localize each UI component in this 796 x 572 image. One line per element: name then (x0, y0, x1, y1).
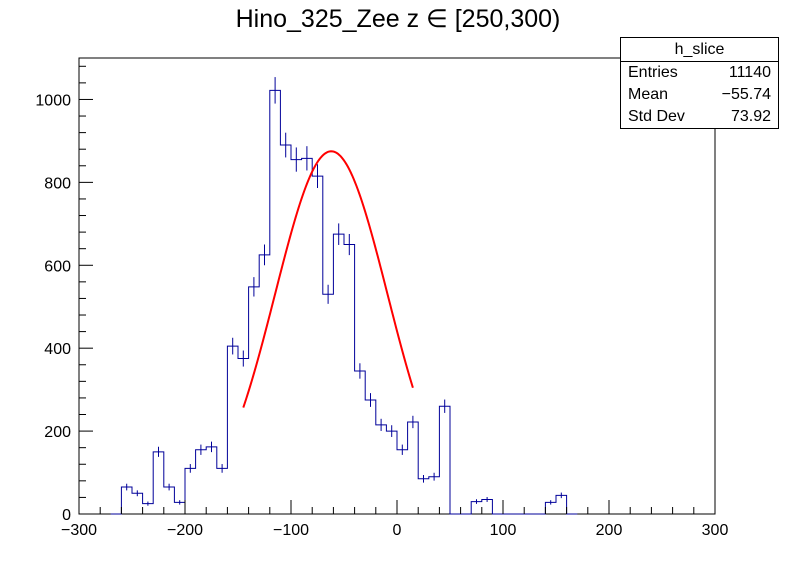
x-tick-label: −100 (273, 522, 309, 539)
y-tick-label: 200 (44, 424, 71, 441)
stats-row-stddev: Std Dev 73.92 (621, 106, 778, 128)
stats-value: 11140 (728, 64, 771, 81)
x-tick-label: 100 (490, 522, 517, 539)
y-tick-label: 800 (44, 175, 71, 192)
stats-row-mean: Mean −55.74 (621, 84, 778, 106)
y-tick-label: 400 (44, 341, 71, 358)
chart-title: Hino_325_Zee z ∈ [250,300) (235, 5, 561, 33)
stats-box: h_slice Entries 11140 Mean −55.74 Std De… (620, 37, 779, 129)
stats-value: 73.92 (730, 108, 771, 125)
stats-value: −55.74 (721, 86, 771, 103)
x-tick-label: −300 (61, 522, 97, 539)
y-tick-label: 600 (44, 258, 71, 275)
stats-box-name: h_slice (621, 38, 778, 62)
histogram-outline (110, 89, 578, 515)
stats-label: Mean (628, 86, 669, 103)
y-tick-label: 1000 (35, 92, 71, 109)
stats-label: Std Dev (628, 108, 685, 125)
x-tick-label: 300 (702, 522, 729, 539)
fit-curve (242, 150, 414, 408)
x-tick-label: −200 (167, 522, 203, 539)
stats-label: Entries (628, 64, 678, 81)
stats-row-entries: Entries 11140 (621, 62, 778, 84)
y-tick-label: 0 (62, 507, 71, 524)
x-tick-label: 0 (393, 522, 402, 539)
x-tick-label: 200 (596, 522, 623, 539)
